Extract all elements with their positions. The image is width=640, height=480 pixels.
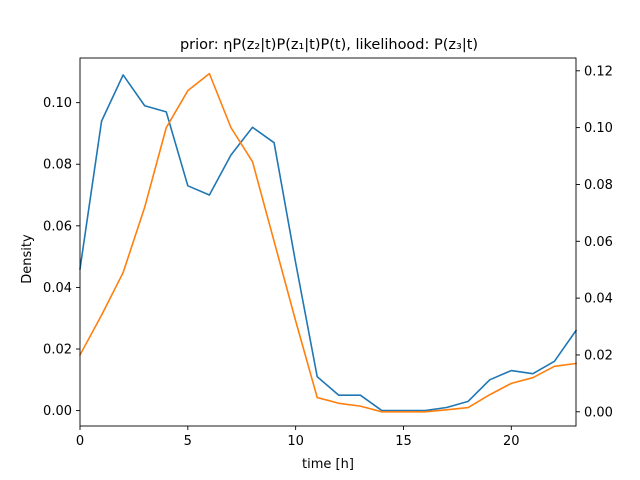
left-y-tick-label: 0.06 bbox=[43, 219, 72, 234]
series-line-1 bbox=[79, 74, 578, 412]
series-layer bbox=[78, 72, 578, 413]
x-tick-label: 20 bbox=[503, 434, 520, 449]
right-y-tick-label: 0.02 bbox=[584, 348, 613, 363]
x-tick-label: 0 bbox=[76, 434, 84, 449]
x-tick-label: 5 bbox=[184, 434, 192, 449]
axes-layer: 0 5 10 15 20 0.00 0.02 0.04 0.06 0.08 0.10 0.00 0.02… bbox=[43, 57, 613, 449]
right-y-tick-label: 0.06 bbox=[584, 235, 613, 250]
x-tick-label: 10 bbox=[287, 434, 304, 449]
right-y-tick-label: 0.12 bbox=[584, 64, 613, 79]
y-axis-title: Density bbox=[20, 234, 35, 284]
left-y-tick-label: 0.04 bbox=[43, 281, 72, 296]
chart-title: prior: ηP(z₂|t)P(z₁|t)P(t), likelihood: … bbox=[180, 37, 478, 53]
left-y-tick-label: 0.10 bbox=[43, 96, 72, 111]
x-tick-label: 15 bbox=[395, 434, 412, 449]
left-y-tick-label: 0.02 bbox=[43, 343, 72, 358]
plot-frame bbox=[79, 57, 577, 427]
right-y-tick-label: 0.00 bbox=[584, 405, 613, 420]
left-y-tick-label: 0.08 bbox=[43, 158, 72, 173]
x-axis-title: time [h] bbox=[302, 457, 354, 472]
right-y-tick-label: 0.08 bbox=[584, 178, 613, 193]
left-y-tick-label: 0.00 bbox=[43, 404, 72, 419]
right-y-tick-label: 0.04 bbox=[584, 292, 613, 307]
right-y-tick-label: 0.10 bbox=[584, 121, 613, 136]
series-line-2 bbox=[78, 72, 577, 413]
